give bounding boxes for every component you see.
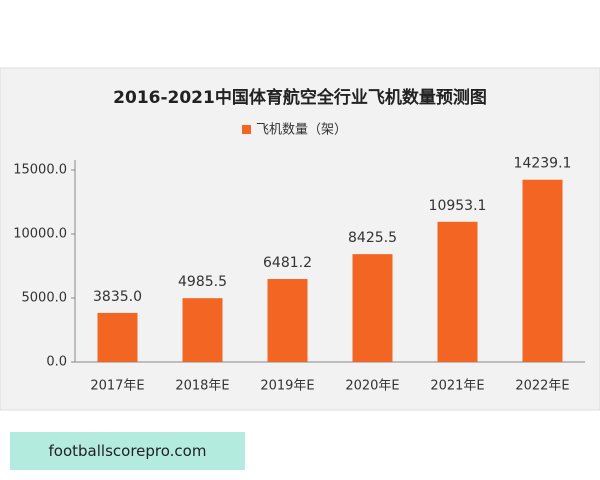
x-tick-label: 2021年E	[430, 379, 484, 394]
bar	[182, 298, 223, 362]
bar	[522, 179, 563, 362]
data-label: 8425.5	[348, 230, 397, 246]
legend-label: 飞机数量（架）	[256, 123, 347, 138]
data-label: 14239.1	[514, 156, 572, 172]
bar	[267, 279, 308, 362]
data-label: 4985.5	[178, 274, 227, 290]
bar	[97, 312, 138, 362]
legend-swatch	[242, 125, 251, 134]
y-tick-label: 10000.0	[13, 227, 67, 242]
y-tick-label: 15000.0	[13, 163, 67, 178]
bar	[352, 254, 393, 362]
x-tick-label: 2020年E	[345, 379, 399, 394]
data-label: 3835.0	[93, 289, 142, 305]
chart: 2016-2021中国体育航空全行业飞机数量预测图 飞机数量（架） 0.0 500…	[0, 67, 600, 411]
y-tick-label: 0.0	[46, 355, 67, 370]
chart-title: 2016-2021中国体育航空全行业飞机数量预测图	[113, 87, 487, 108]
x-tick-label: 2022年E	[515, 379, 569, 394]
x-tick-label: 2019年E	[260, 379, 314, 394]
data-label: 6481.2	[263, 255, 312, 271]
y-tick-label: 5000.0	[22, 291, 68, 306]
data-label: 10953.1	[429, 198, 487, 214]
x-tick-label: 2017年E	[90, 379, 144, 394]
bar	[437, 221, 478, 362]
banner: footballscorepro.com	[10, 432, 245, 470]
x-tick-label: 2018年E	[175, 379, 229, 394]
